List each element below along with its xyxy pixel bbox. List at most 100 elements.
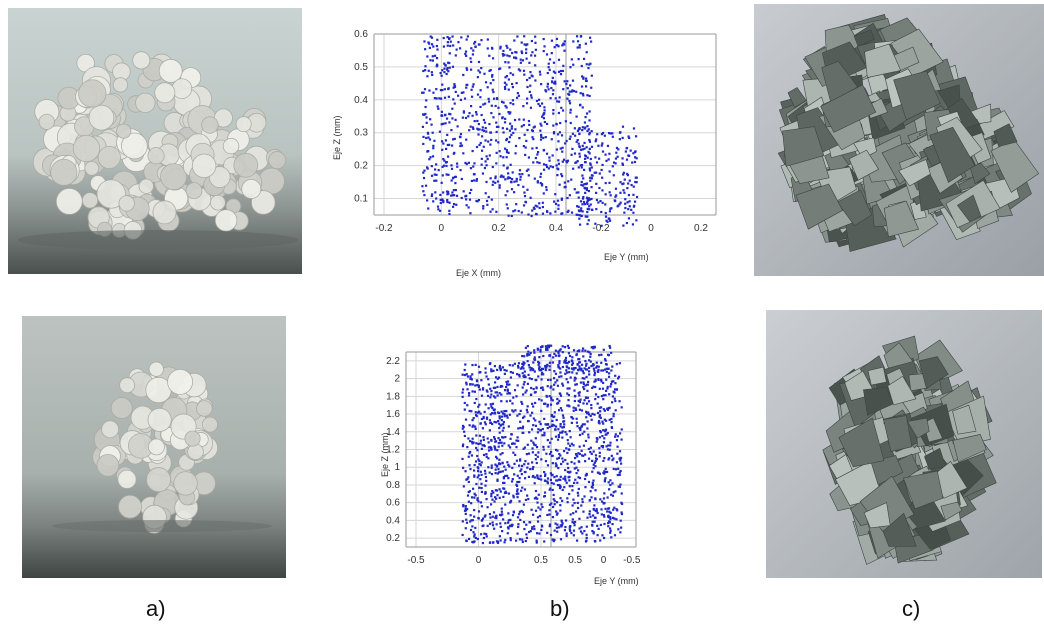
data-point: [561, 430, 564, 433]
data-point: [591, 481, 594, 485]
data-point: [500, 415, 504, 418]
data-point: [472, 173, 476, 176]
data-point: [482, 145, 485, 148]
data-point: [519, 58, 522, 61]
data-point: [505, 127, 509, 130]
crystal-bubble: [196, 400, 213, 417]
data-point: [603, 480, 607, 483]
data-point: [566, 462, 569, 465]
data-point: [602, 497, 606, 500]
data-point: [497, 468, 500, 471]
data-point: [447, 155, 450, 158]
data-point: [549, 378, 552, 381]
data-point: [486, 38, 489, 41]
data-point: [608, 152, 611, 155]
data-point: [573, 467, 576, 470]
data-point: [524, 346, 528, 349]
data-point: [475, 442, 478, 445]
data-point: [478, 371, 481, 374]
data-point: [559, 371, 562, 374]
data-point: [534, 41, 537, 44]
data-point: [603, 479, 607, 482]
data-point: [510, 82, 514, 86]
data-point: [549, 487, 552, 490]
data-point: [565, 369, 568, 372]
data-point: [487, 457, 490, 460]
data-point: [521, 416, 525, 419]
data-point: [591, 345, 594, 349]
data-point: [462, 190, 465, 193]
data-point: [511, 402, 514, 405]
data-point: [491, 165, 494, 169]
data-point: [421, 91, 424, 94]
data-point: [524, 391, 527, 394]
data-point: [602, 514, 606, 517]
data-point: [476, 93, 480, 96]
data-point: [526, 405, 529, 408]
data-point: [543, 120, 546, 124]
data-point: [486, 524, 489, 527]
data-point: [450, 179, 453, 182]
data-point: [474, 40, 477, 44]
data-point: [532, 161, 535, 164]
data-point: [600, 210, 603, 214]
data-point: [509, 538, 512, 542]
data-point: [562, 460, 565, 463]
data-point: [502, 164, 505, 167]
data-point: [555, 148, 558, 151]
data-point: [606, 432, 609, 435]
data-point: [480, 149, 484, 152]
data-point: [561, 426, 564, 429]
data-point: [494, 448, 497, 451]
data-point: [475, 397, 478, 401]
data-point: [507, 61, 510, 64]
data-point: [556, 483, 560, 487]
data-point: [484, 160, 487, 163]
data-point: [589, 360, 592, 363]
data-point: [484, 423, 487, 426]
data-point: [475, 482, 478, 486]
data-point: [599, 431, 602, 434]
data-point: [441, 174, 444, 177]
data-point: [446, 133, 449, 137]
data-point: [520, 211, 523, 214]
data-point: [535, 539, 538, 542]
data-point: [472, 541, 475, 544]
data-point: [574, 366, 577, 370]
data-point: [575, 353, 578, 357]
data-point: [441, 83, 444, 86]
data-point: [553, 82, 556, 85]
data-point: [556, 449, 559, 452]
data-point: [496, 479, 499, 482]
data-point: [589, 414, 592, 418]
data-point: [491, 88, 494, 91]
data-point: [462, 73, 465, 77]
data-point: [624, 150, 627, 153]
mesh-facet: [918, 356, 949, 389]
data-point: [582, 177, 585, 180]
data-point: [486, 506, 489, 509]
data-point: [630, 183, 633, 187]
data-point: [559, 422, 562, 426]
data-point: [570, 531, 573, 535]
data-point: [605, 470, 609, 474]
data-point: [572, 529, 576, 532]
data-point: [515, 96, 519, 99]
data-point: [489, 516, 492, 519]
data-point: [566, 404, 569, 407]
data-point: [521, 486, 524, 489]
data-point: [607, 525, 610, 528]
data-point: [575, 191, 578, 194]
x-tick-label: 0.5: [534, 555, 548, 566]
data-point: [578, 445, 581, 448]
data-point: [585, 362, 588, 365]
data-point: [534, 419, 537, 422]
data-point: [465, 521, 469, 524]
data-point: [615, 151, 618, 154]
data-point: [505, 137, 509, 141]
data-point: [506, 416, 509, 419]
data-point: [579, 428, 582, 432]
data-point: [586, 383, 589, 386]
data-point: [439, 198, 442, 202]
data-point: [536, 205, 539, 208]
